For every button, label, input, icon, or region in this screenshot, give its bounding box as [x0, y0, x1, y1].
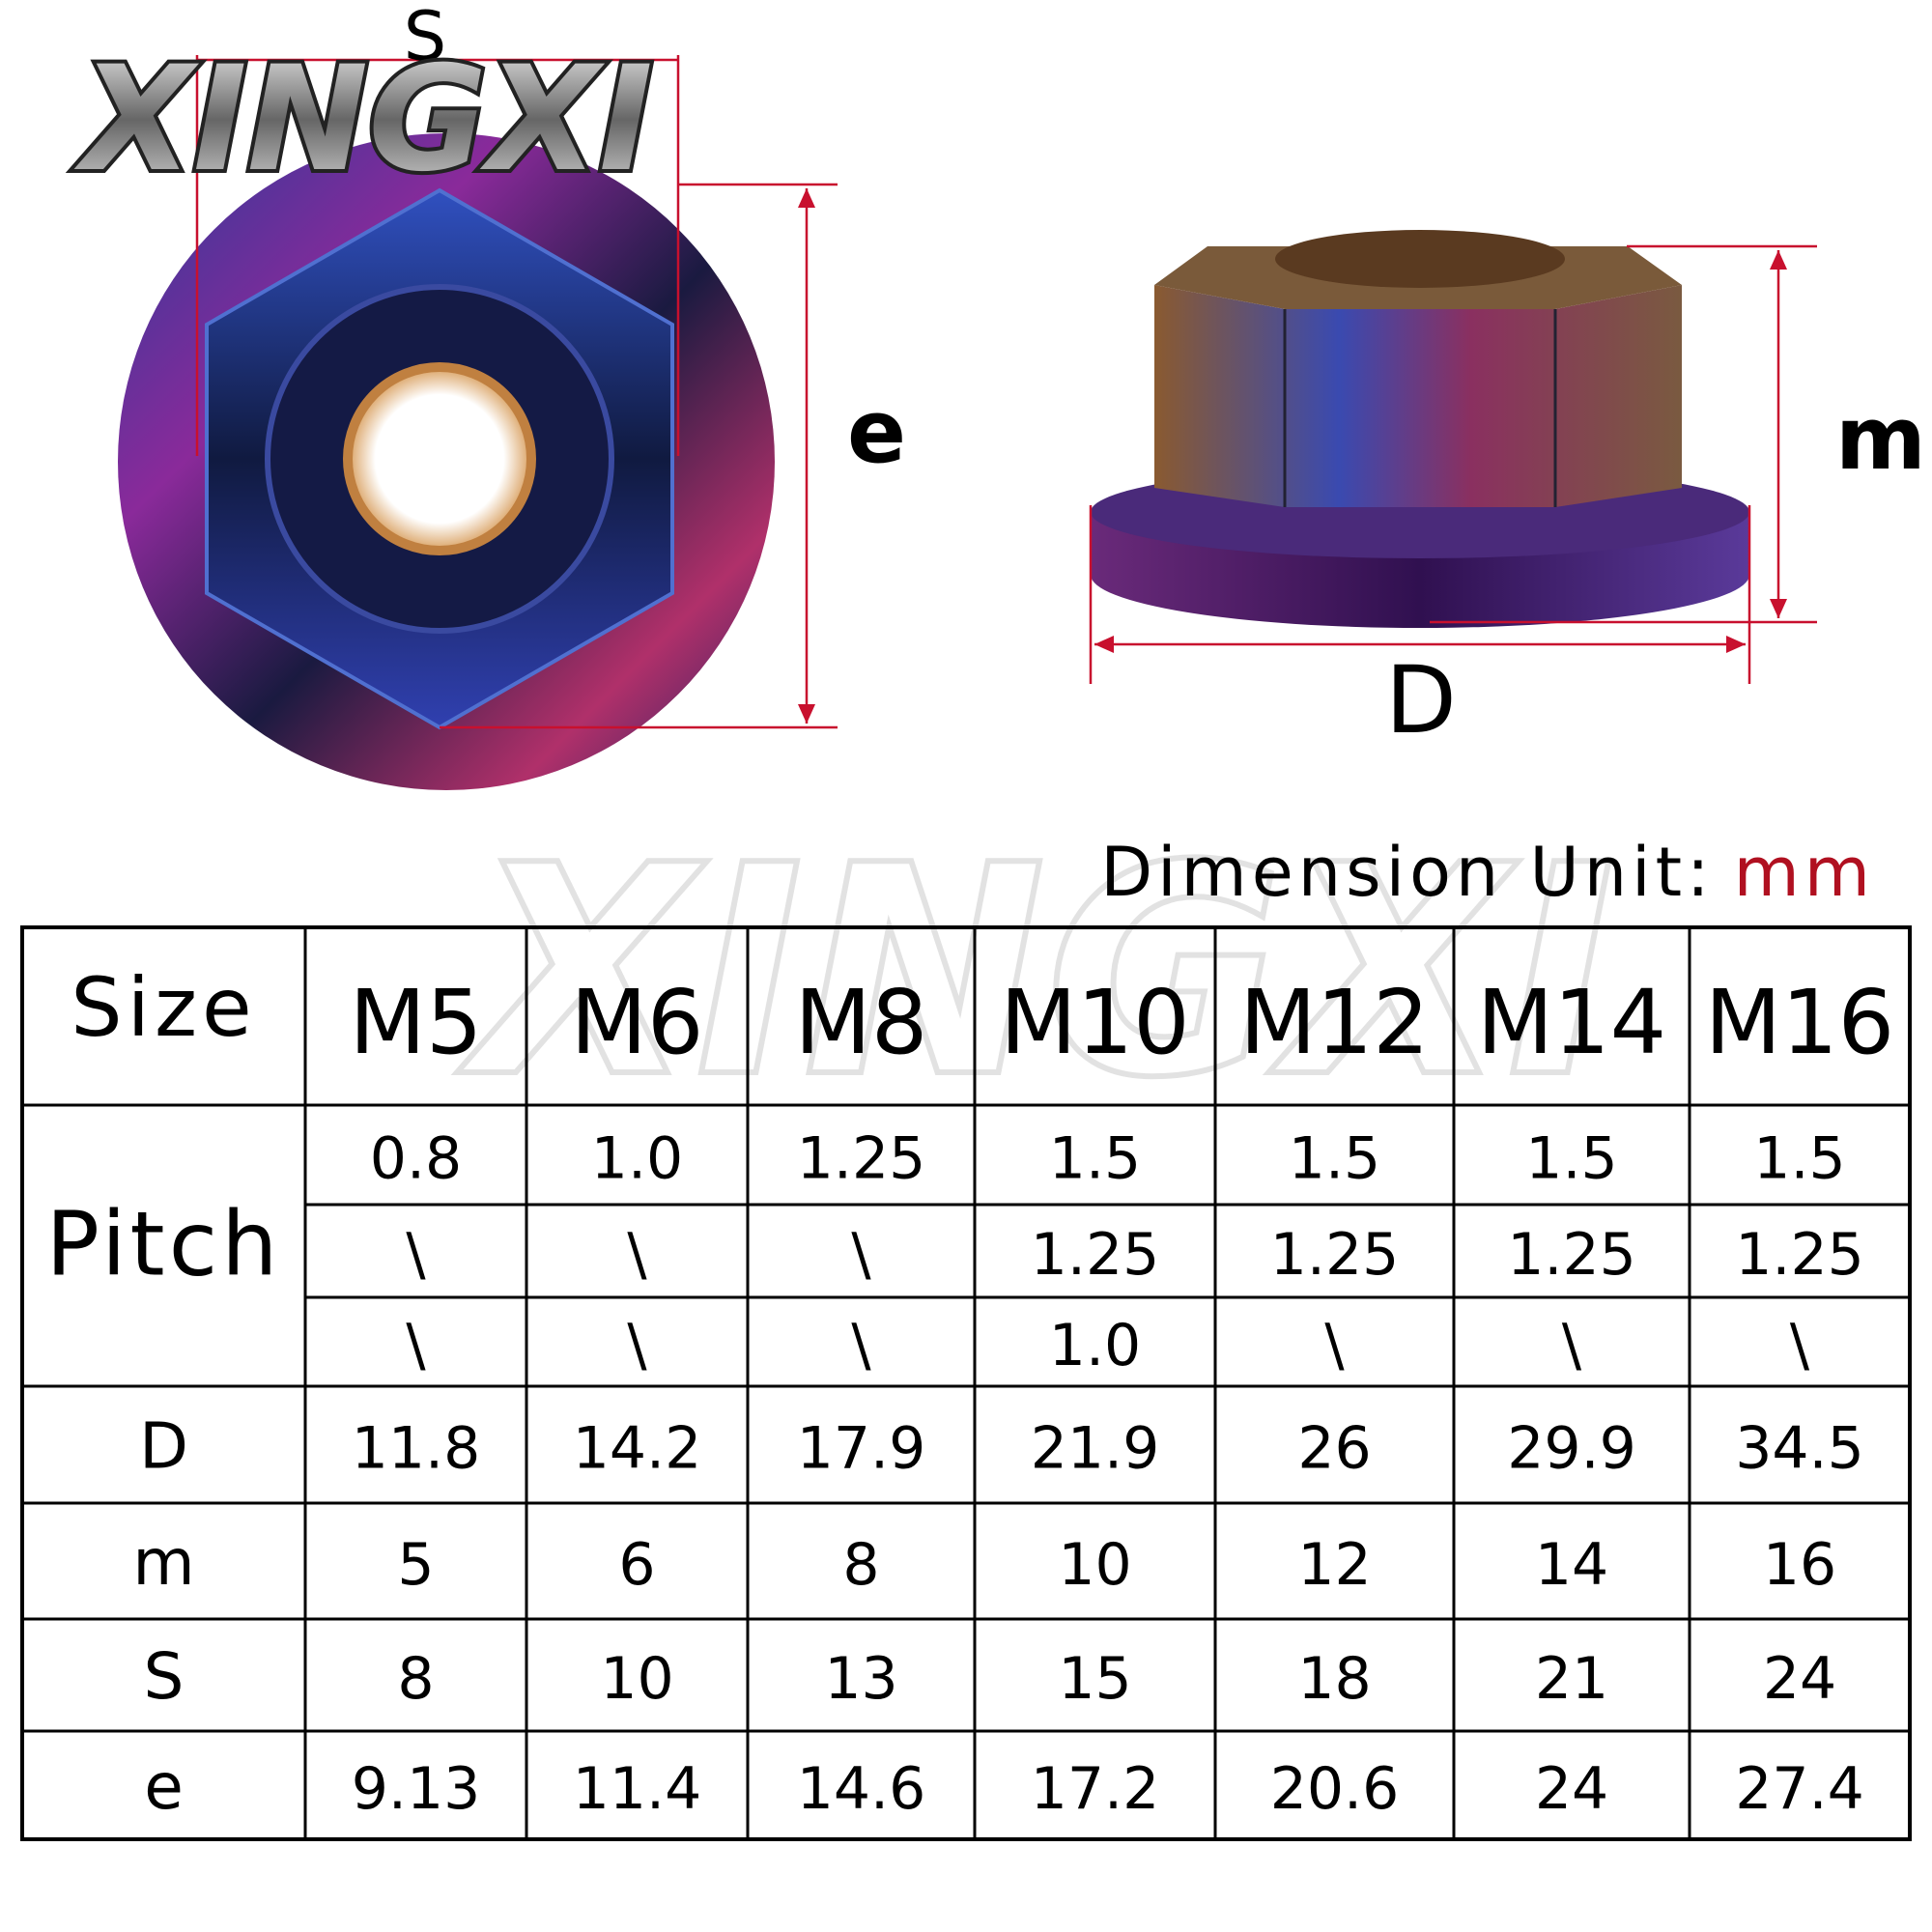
pitch-cell: \ [406, 1221, 426, 1289]
pitch-cell: 1.25 [1507, 1221, 1636, 1289]
pitch-cell: \ [1562, 1312, 1582, 1379]
pitch-cell: 1.0 [591, 1125, 683, 1193]
header-cell: M8 [795, 971, 928, 1074]
table-cell: 10 [1058, 1531, 1131, 1599]
header-cell: M6 [571, 971, 704, 1074]
pitch-cell: 1.25 [1735, 1221, 1864, 1289]
table-border [20, 925, 1912, 1841]
table-cell: 12 [1297, 1531, 1371, 1599]
table-cell: 26 [1297, 1415, 1371, 1483]
table-cell: 11.4 [573, 1755, 702, 1823]
dimension-unit: Dimension Unit: mm [1100, 833, 1875, 912]
table-cell: 10 [600, 1645, 673, 1713]
e-label: e [847, 382, 906, 483]
pitch-cell: \ [1324, 1312, 1345, 1379]
table-cell: 11.8 [352, 1415, 481, 1483]
table-cell: 24 [1535, 1755, 1608, 1823]
table-cell: 34.5 [1735, 1415, 1864, 1483]
front-view-nut [118, 133, 775, 790]
s-label: S [404, 0, 446, 76]
unit-label: Dimension Unit: [1100, 833, 1714, 912]
table-cell: 8 [842, 1531, 879, 1599]
pitch-cell: 0.8 [370, 1125, 462, 1193]
pitch-cell: \ [627, 1221, 647, 1289]
table-cell: 15 [1058, 1645, 1131, 1713]
pitch-cell: 1.0 [1049, 1312, 1141, 1379]
pitch-cell: 1.25 [797, 1125, 926, 1193]
pitch-cell: 1.5 [1289, 1125, 1380, 1193]
table-cell: 18 [1297, 1645, 1371, 1713]
table-cell: 20.6 [1270, 1755, 1400, 1823]
watermark: XINGXI [454, 804, 1615, 1141]
logo: XINGXI [73, 36, 653, 204]
table-cell: 14.6 [797, 1755, 926, 1823]
table-cell: 27.4 [1735, 1755, 1864, 1823]
table-cell: 5 [397, 1531, 434, 1599]
pitch-cell: \ [851, 1312, 871, 1379]
table-cell: 29.9 [1507, 1415, 1636, 1483]
side-dimension-lines [1089, 244, 1817, 684]
pitch-cell: 1.5 [1525, 1125, 1617, 1193]
pitch-cell: 1.25 [1031, 1221, 1160, 1289]
header-cell: M12 [1239, 971, 1429, 1074]
table-cell: 16 [1763, 1531, 1836, 1599]
table-cell: 21 [1535, 1645, 1608, 1713]
m-label: m [1835, 388, 1926, 490]
header-cell: M14 [1477, 971, 1666, 1074]
table-cell: 14.2 [573, 1415, 702, 1483]
pitch-cell: 1.5 [1753, 1125, 1845, 1193]
row-label: S [144, 1639, 185, 1714]
pitch-cell: \ [627, 1312, 647, 1379]
table-cell: 6 [618, 1531, 655, 1599]
header-cell: M10 [1000, 971, 1189, 1074]
pitch-cell: 1.5 [1049, 1125, 1141, 1193]
unit-value: mm [1734, 833, 1875, 912]
pitch-label: Pitch [46, 1193, 282, 1296]
header-cell: M16 [1705, 971, 1894, 1074]
side-view-nut [1091, 230, 1749, 628]
table-cell: 13 [824, 1645, 897, 1713]
row-label: D [139, 1409, 188, 1484]
table-cell: 9.13 [352, 1755, 481, 1823]
row-label: e [144, 1749, 184, 1824]
table-cell: 17.2 [1031, 1755, 1160, 1823]
pitch-cell: 1.25 [1270, 1221, 1400, 1289]
table-cell: 17.9 [797, 1415, 926, 1483]
table-cell: 24 [1763, 1645, 1836, 1713]
pitch-cell: \ [406, 1312, 426, 1379]
header-cell: Size [71, 960, 256, 1055]
front-dimension-lines [195, 55, 838, 729]
d-label: D [1385, 646, 1457, 754]
row-label: m [132, 1525, 194, 1600]
pitch-cell: \ [851, 1221, 871, 1289]
spec-table: Size M5 M6 M8 M10 M12 M14 M16 Pitch 0.8 1.0 1.25 1.5… [20, 925, 1912, 1841]
table-cell: 14 [1535, 1531, 1608, 1599]
header-cell: M5 [350, 971, 483, 1074]
pitch-cell: \ [1790, 1312, 1810, 1379]
table-cell: 8 [397, 1645, 434, 1713]
table-cell: 21.9 [1031, 1415, 1160, 1483]
